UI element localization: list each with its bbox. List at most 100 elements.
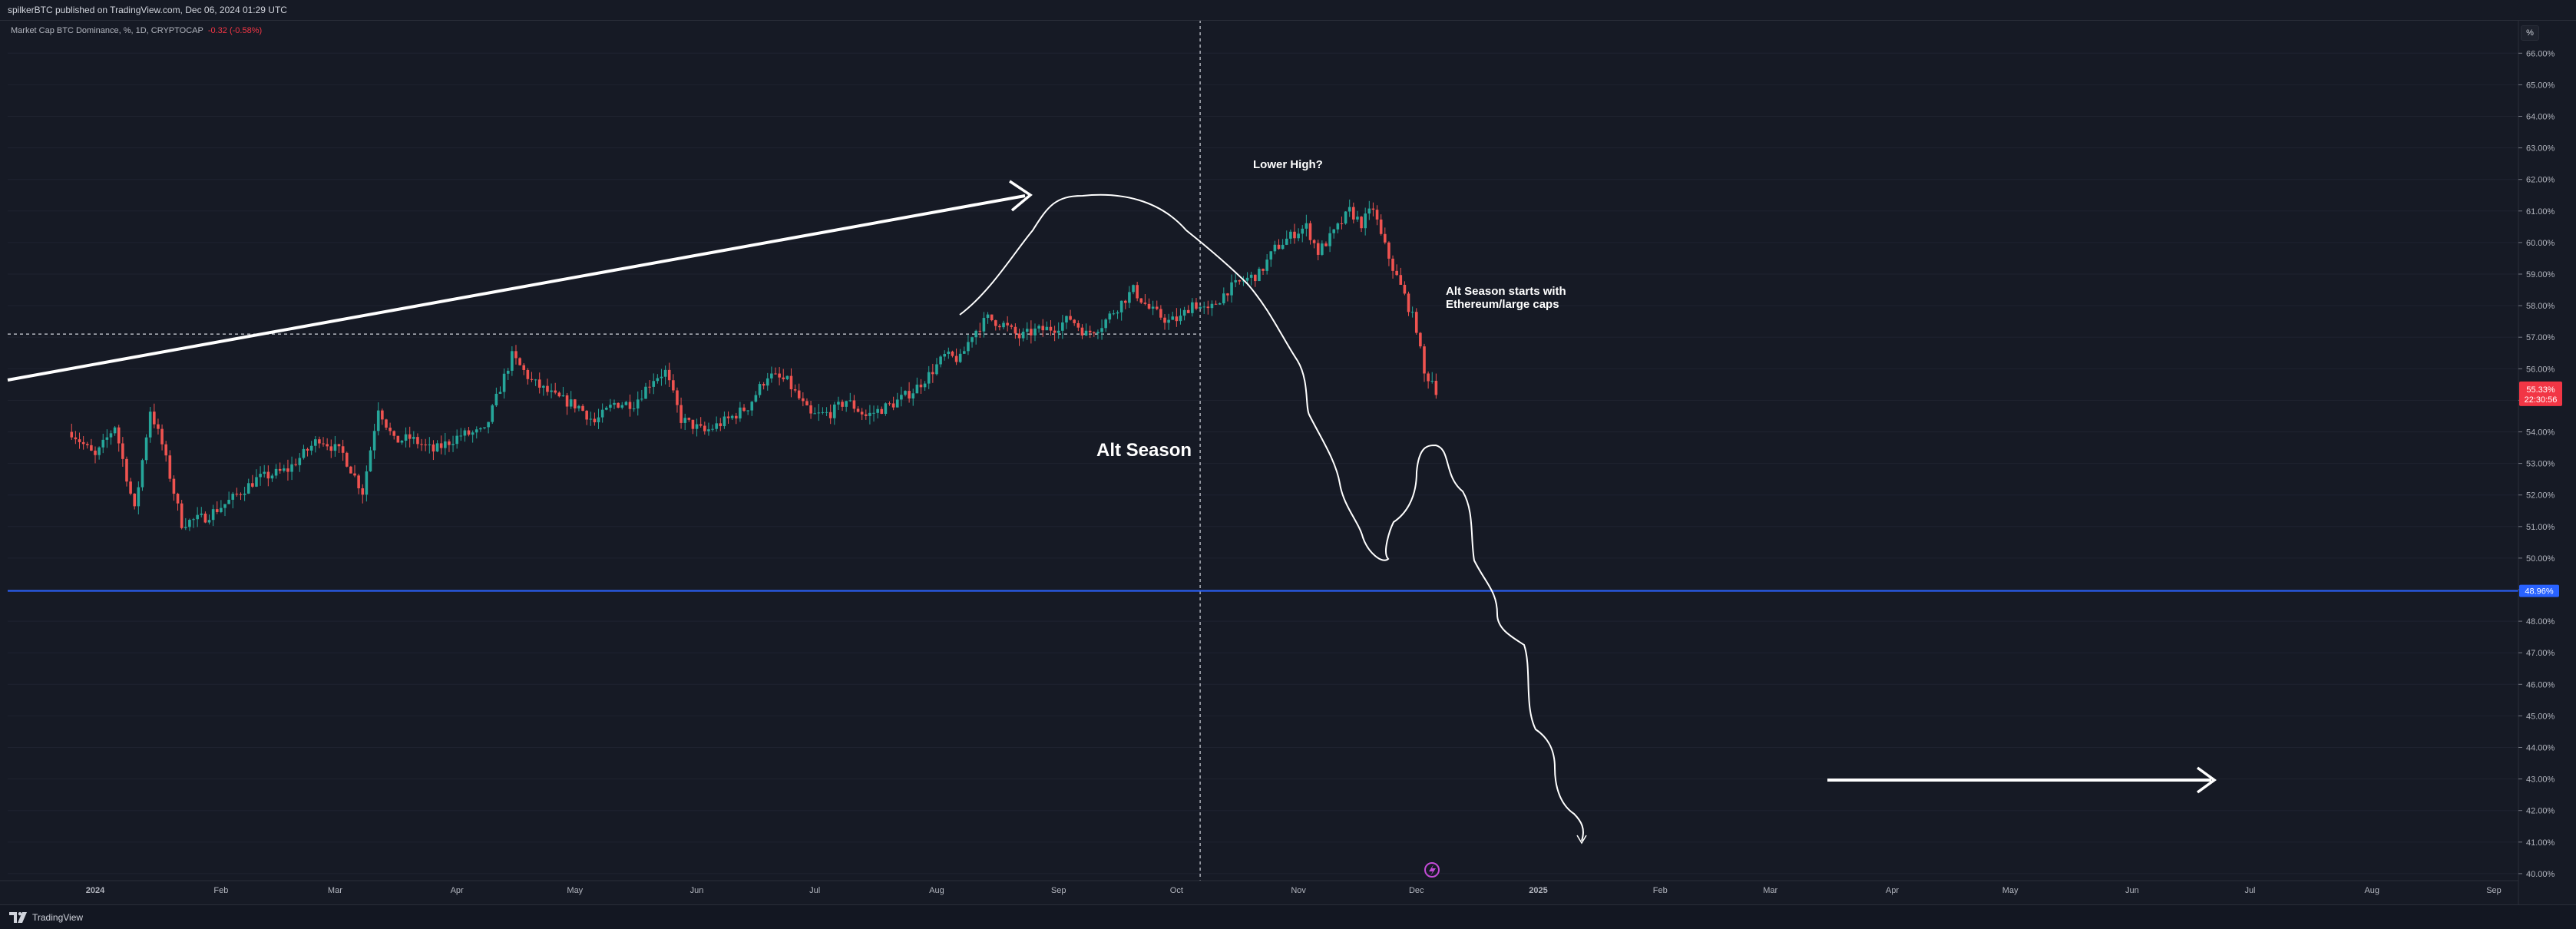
candle-body [550, 390, 553, 392]
candle-body [333, 444, 337, 451]
price-tick-label[interactable]: 61.00% [2526, 207, 2555, 217]
symbol-legend[interactable]: Market Cap BTC Dominance, %, 1D, CRYPTOC… [11, 26, 262, 35]
candle-body [1277, 244, 1281, 250]
candle-body [923, 383, 927, 388]
time-tick-label[interactable]: Jul [809, 886, 820, 895]
price-tick-label[interactable]: 64.00% [2526, 113, 2555, 122]
candle-body [259, 474, 262, 478]
price-tick-label[interactable]: 62.00% [2526, 176, 2555, 185]
tradingview-brand[interactable]: TradingView [9, 912, 83, 923]
annotation-alt-season[interactable]: Alt Season [1096, 440, 1192, 461]
candle-body [231, 494, 235, 500]
candle-body [215, 509, 219, 512]
price-tick-label[interactable]: 63.00% [2526, 144, 2555, 154]
annotation-alt-season-starts-line2[interactable]: Ethereum/large caps [1446, 298, 1559, 311]
candle-body [164, 444, 167, 456]
trend-arrow-line[interactable] [7, 194, 1026, 382]
candle-body [192, 519, 195, 521]
candle-body [1025, 329, 1029, 332]
time-tick-label[interactable]: Mar [1763, 886, 1777, 895]
candle-body [1281, 244, 1285, 250]
price-tick-label[interactable]: 46.00% [2526, 680, 2555, 689]
annotation-lower-high[interactable]: Lower High? [1253, 158, 1323, 171]
time-tick-label[interactable]: Feb [213, 886, 228, 895]
price-tick-label[interactable]: 45.00% [2526, 712, 2555, 721]
price-tick-label[interactable]: 66.00% [2526, 49, 2555, 58]
candle-body [1061, 322, 1064, 331]
candle-body [860, 412, 864, 415]
candle-body [943, 354, 947, 357]
time-tick-label[interactable]: Feb [1653, 886, 1668, 895]
time-tick-label[interactable]: Mar [328, 886, 342, 895]
price-tick-label[interactable]: 53.00% [2526, 460, 2555, 469]
time-tick-label[interactable]: May [2002, 886, 2019, 895]
price-tick-label[interactable]: 50.00% [2526, 554, 2555, 564]
projection-path[interactable] [959, 193, 1584, 841]
time-tick-label[interactable]: Aug [2364, 886, 2379, 895]
candle-body [487, 422, 490, 428]
candle-body [581, 405, 584, 412]
candle-body [915, 384, 919, 394]
time-tick-label[interactable]: Jun [690, 886, 704, 895]
time-tick-label[interactable]: 2024 [86, 886, 105, 895]
time-tick-label[interactable]: Jun [2125, 886, 2139, 895]
candle-body [640, 398, 643, 400]
candle-body [1073, 319, 1076, 323]
price-tick-label[interactable]: 56.00% [2526, 365, 2555, 374]
time-tick-label[interactable]: Aug [929, 886, 944, 895]
candle-body [730, 415, 734, 418]
candle-body [1045, 326, 1049, 331]
candle-body [1182, 309, 1186, 316]
trend-arrow-head [1009, 180, 1033, 212]
time-tick-label[interactable]: Oct [1170, 886, 1183, 895]
price-tick-label[interactable]: 60.00% [2526, 239, 2555, 248]
time-tick-label[interactable]: May [567, 886, 583, 895]
percent-scale-button[interactable]: % [2521, 25, 2539, 41]
candle-body [157, 424, 160, 429]
candlestick-series [70, 199, 1438, 531]
candle-body [345, 452, 349, 467]
price-tick-label[interactable]: 58.00% [2526, 302, 2555, 311]
candle-body [286, 468, 289, 472]
horizontal-levels [8, 20, 2518, 881]
price-tick-label[interactable]: 47.00% [2526, 649, 2555, 658]
time-tick-label[interactable]: Sep [2486, 886, 2502, 895]
candle-body [663, 369, 667, 377]
price-tick-label[interactable]: 41.00% [2526, 838, 2555, 848]
candle-body [1348, 207, 1351, 212]
candle-body [1395, 270, 1398, 276]
time-tick-label[interactable]: Apr [1886, 886, 1899, 895]
time-axis[interactable]: 2024 Feb Mar Apr May Jun Jul Aug Sep Oct Nov Dec 202… [0, 880, 2518, 895]
last-price-label: 55.33% [2526, 385, 2555, 395]
time-tick-label[interactable]: 2025 [1529, 886, 1547, 895]
candle-body [98, 447, 101, 455]
price-tick-label[interactable]: 54.00% [2526, 428, 2555, 438]
time-tick-label[interactable]: Apr [451, 886, 464, 895]
time-tick-label[interactable]: Sep [1051, 886, 1066, 895]
candle-body [117, 427, 121, 444]
price-tick-label[interactable]: 43.00% [2526, 775, 2555, 785]
publish-header: spilkerBTC published on TradingView.com,… [0, 0, 2576, 21]
price-tick-label[interactable]: 51.00% [2526, 523, 2555, 532]
candle-body [70, 431, 74, 438]
price-tick-label[interactable]: 42.00% [2526, 807, 2555, 816]
price-tick-label[interactable]: 52.00% [2526, 491, 2555, 501]
event-lightning-icon[interactable] [1424, 862, 1440, 878]
price-tick-label[interactable]: 44.00% [2526, 744, 2555, 753]
candle-body [274, 468, 278, 476]
price-tick-label[interactable]: 48.00% [2526, 617, 2555, 626]
time-tick-label[interactable]: Dec [1409, 886, 1424, 895]
time-tick-label[interactable]: Nov [1291, 886, 1306, 895]
price-tick-label[interactable]: 40.00% [2526, 870, 2555, 879]
price-tick-label[interactable]: 57.00% [2526, 333, 2555, 342]
candle-body [1430, 380, 1434, 382]
price-tick-label[interactable]: 65.00% [2526, 81, 2555, 90]
annotation-alt-season-starts-line1[interactable]: Alt Season starts with [1446, 285, 1566, 298]
time-tick-label[interactable]: Jul [2244, 886, 2255, 895]
candle-body [648, 386, 651, 388]
price-axis[interactable]: 66.00% 65.00% 64.00% 63.00% 62.00% 61.00% 60.0… [2518, 20, 2555, 904]
price-tick-label[interactable]: 59.00% [2526, 270, 2555, 279]
candle-body [306, 448, 309, 451]
legend-change: -0.32 (-0.58%) [207, 26, 263, 35]
